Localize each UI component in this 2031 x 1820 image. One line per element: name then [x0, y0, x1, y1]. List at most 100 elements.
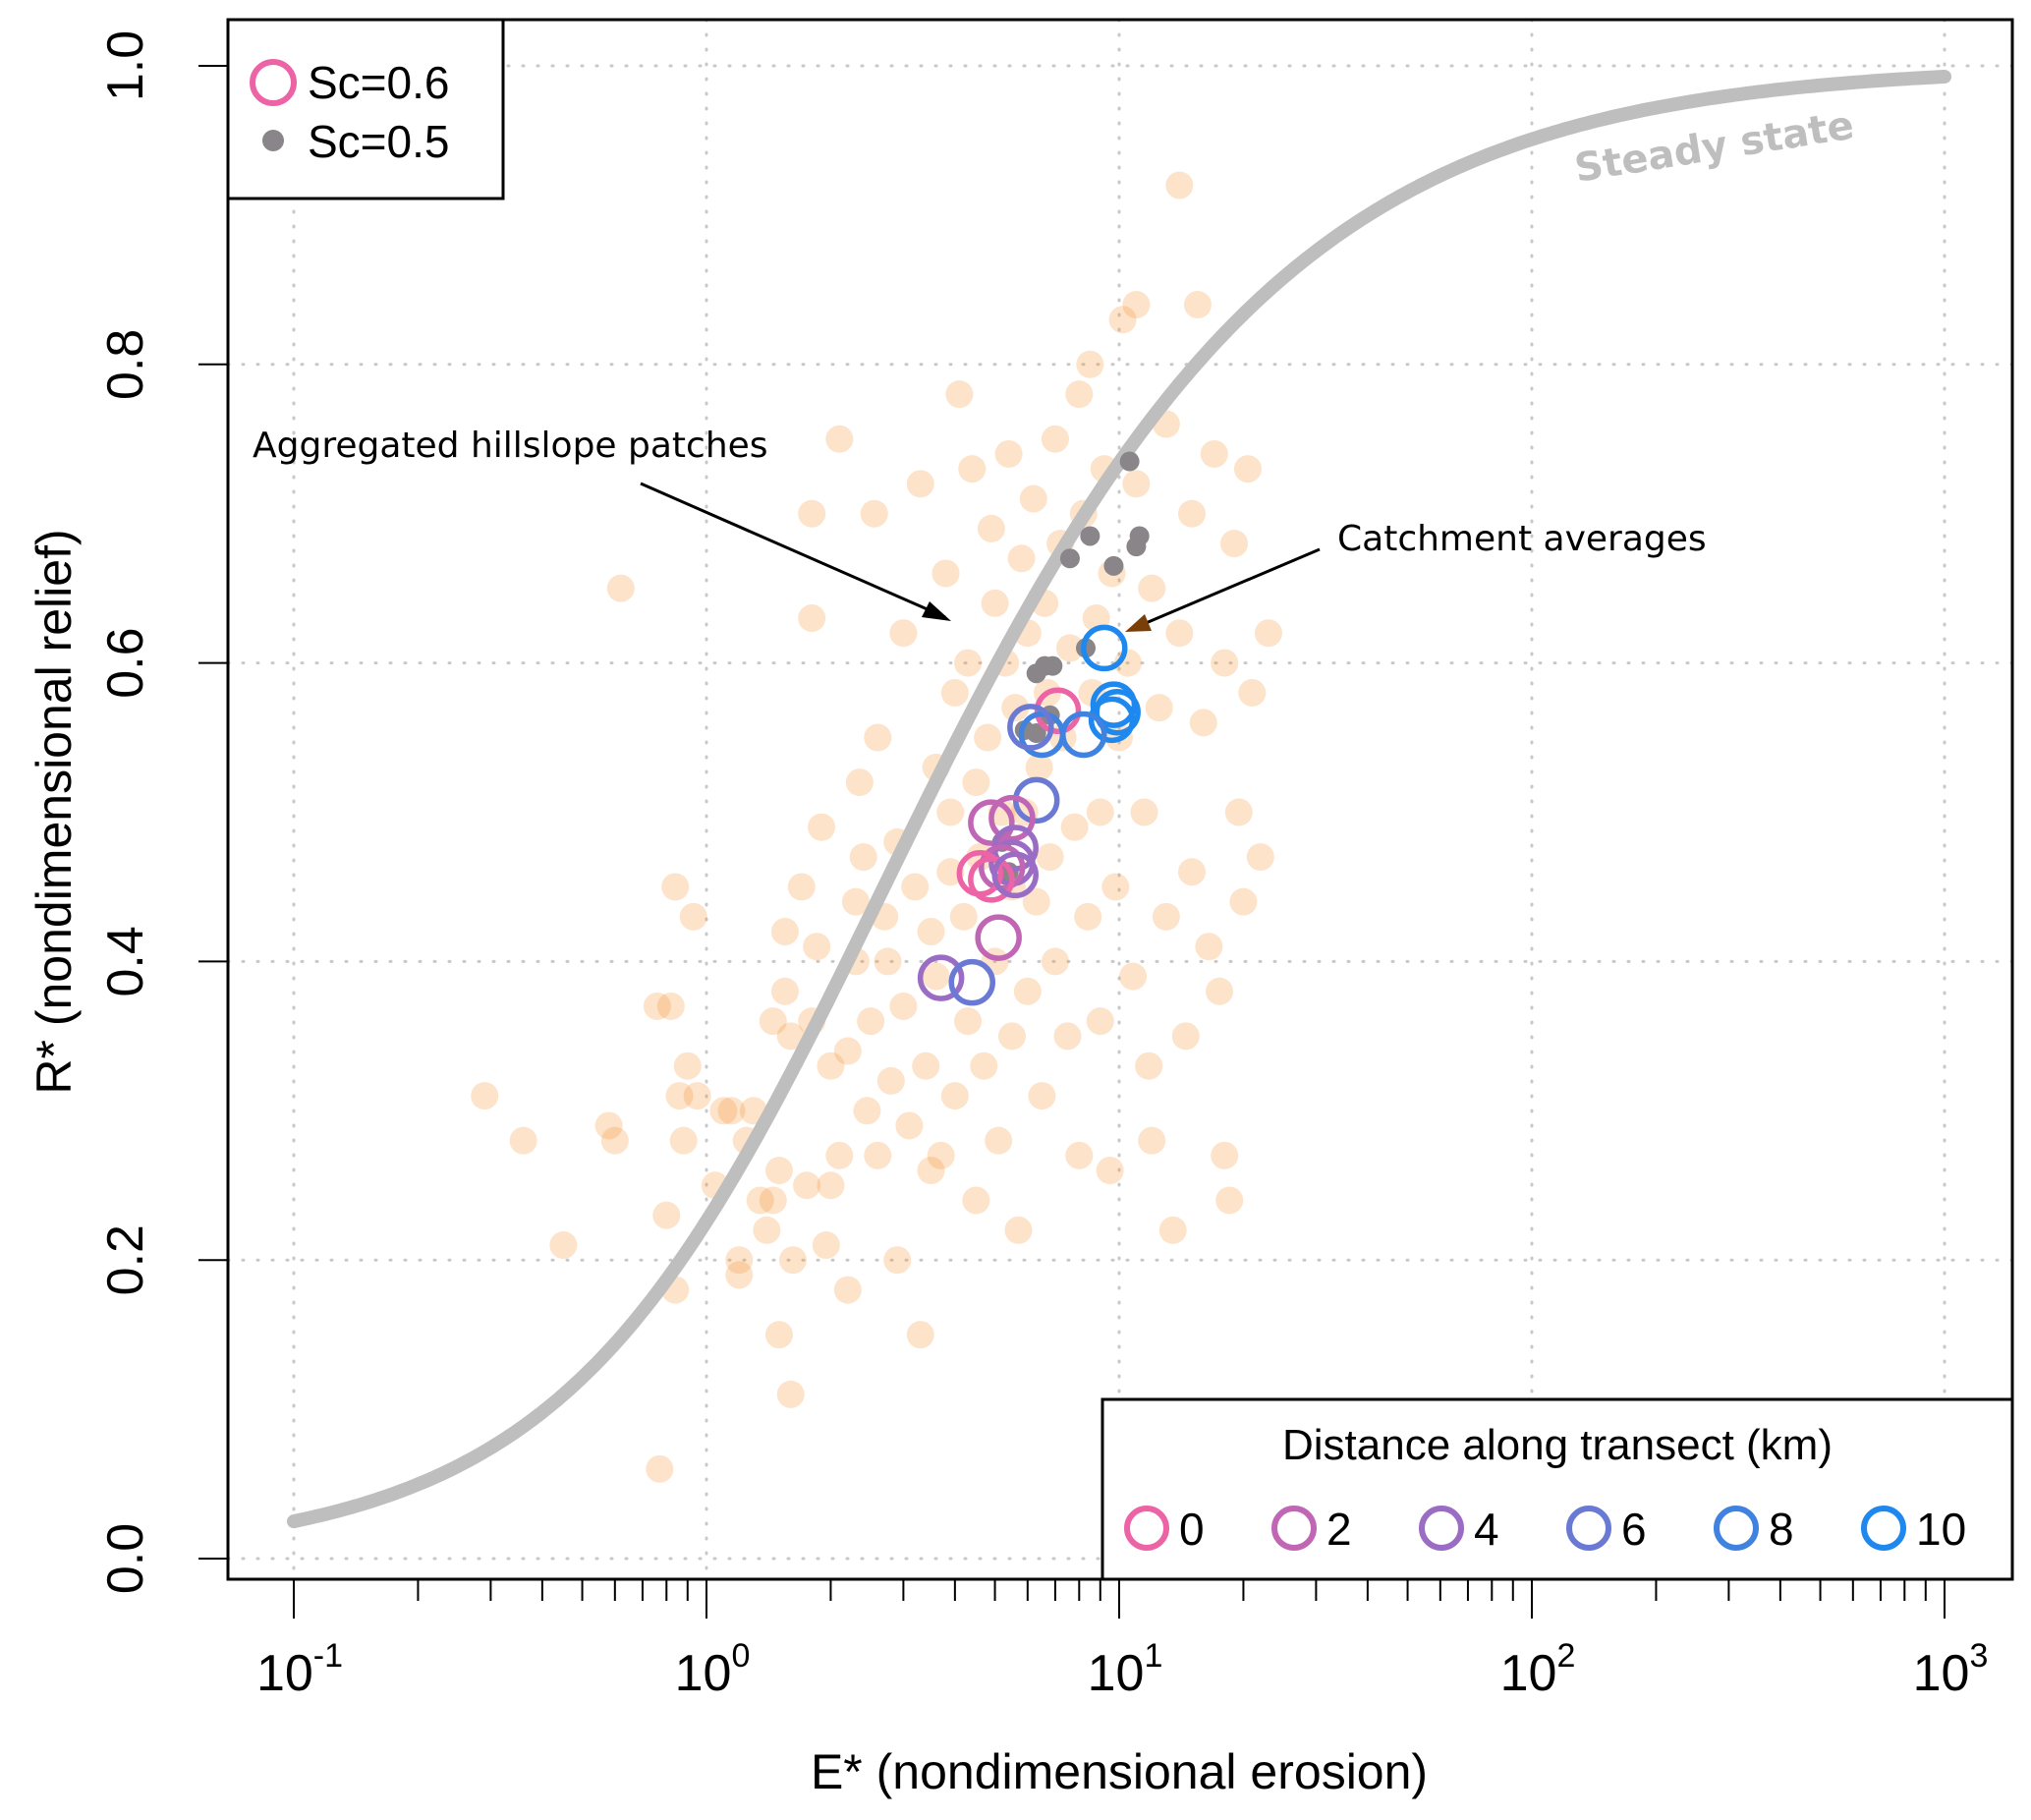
- hillslope-patch-point: [1211, 649, 1239, 677]
- hillslope-patch-point: [936, 798, 965, 826]
- annotation-arrow-hillslope: [640, 482, 946, 619]
- legend-sc05-marker: [262, 130, 284, 151]
- sc06-point: [968, 799, 1015, 846]
- hillslope-patch-point: [901, 873, 930, 901]
- hillslope-patch-point: [954, 649, 983, 677]
- hillslope-patch-point: [1233, 455, 1262, 483]
- hillslope-patch-point: [997, 1022, 1026, 1051]
- hillslope-patch-point: [876, 1066, 905, 1095]
- hillslope-patch-point: [889, 992, 918, 1020]
- hillslope-patch-point: [1022, 887, 1050, 916]
- sc05-point: [1035, 655, 1055, 676]
- x-tick-exponent: -1: [313, 1637, 343, 1675]
- legend-distance-marker: [1124, 1506, 1169, 1551]
- legend-sc06-marker: [250, 59, 297, 106]
- annotation-catchment-averages: Catchment averages: [1337, 519, 1707, 559]
- x-tick-base: 10: [675, 1645, 732, 1702]
- hillslope-patch-point: [759, 1186, 787, 1215]
- hillslope-patch-point: [1158, 1216, 1187, 1244]
- steady-state-curve-group: [287, 70, 1951, 1529]
- hillslope-patch-point: [646, 1454, 674, 1483]
- x-tick-label: 102: [1500, 1637, 1576, 1702]
- hillslope-patch-point: [1119, 962, 1148, 991]
- hillslope-patch-point: [1041, 425, 1069, 453]
- legend-distance-marker: [1714, 1506, 1759, 1551]
- legend-sc06-label: Sc=0.6: [308, 57, 450, 108]
- hillslope-patch-point: [936, 858, 965, 886]
- hillslope-patch-point: [1177, 499, 1206, 528]
- hillslope-patch-point: [661, 873, 690, 901]
- sc06-series: [917, 624, 1141, 1006]
- legend-distance-label: 10: [1916, 1504, 1966, 1555]
- hillslope-patch-point: [864, 1141, 892, 1169]
- hillslope-patch-point: [1013, 977, 1042, 1005]
- hillslope-patch-point: [1206, 977, 1234, 1005]
- hillslope-patch-point: [759, 1007, 787, 1036]
- hillslope-patch-point: [962, 1186, 990, 1215]
- hillslope-patch-point: [817, 1171, 845, 1200]
- hillslope-patch-point: [845, 768, 874, 797]
- hillslope-patch-point: [656, 992, 685, 1020]
- hillslope-patch-point: [1007, 544, 1036, 573]
- arrowhead-hillslope-icon: [922, 601, 951, 621]
- hillslope-patch-point: [1183, 291, 1212, 319]
- hillslope-patch-point: [922, 962, 950, 991]
- sc05-point: [1119, 451, 1140, 472]
- hillslope-patch-point: [709, 1097, 738, 1125]
- hillslope-patch-point: [889, 619, 918, 648]
- hillslope-patch-point: [970, 1052, 998, 1080]
- hillslope-patch-point: [1165, 171, 1194, 199]
- x-axis-label: E* (nondimensional erosion): [811, 1744, 1428, 1799]
- hillslope-patch-point: [1019, 484, 1047, 513]
- annotation-hillslope-patches: Aggregated hillslope patches: [253, 426, 768, 466]
- y-tick-label: 0.6: [97, 627, 154, 698]
- y-axis: 0.0 0.2 0.4 0.6 0.8 1.0: [97, 30, 228, 1594]
- hillslope-patch-point: [1200, 439, 1228, 468]
- hillslope-patch-point: [1076, 350, 1104, 378]
- hillslope-patch-point: [1004, 1216, 1033, 1244]
- hillslope-patch-point: [1211, 1141, 1239, 1169]
- legend-distance-label: 2: [1326, 1504, 1352, 1555]
- legend-distance: Distance along transect (km) 0 2 4 6 8 10: [1100, 1397, 2014, 1581]
- hillslope-patch-point: [509, 1126, 537, 1155]
- hillslope-patch-point: [1065, 380, 1094, 409]
- hillslope-patch-point: [931, 559, 960, 588]
- hillslope-patch-point: [673, 1052, 702, 1080]
- hillslope-patch-point: [860, 499, 888, 528]
- hillslope-patch-point: [912, 1052, 940, 1080]
- legend-distance-marker: [1861, 1506, 1906, 1551]
- hillslope-patch-point: [994, 439, 1023, 468]
- hillslope-patch-point: [669, 1126, 698, 1155]
- hillslope-patch-point: [1053, 1022, 1082, 1051]
- legend-distance-items: 0 2 4 6 8 10: [1124, 1504, 1966, 1555]
- hillslope-patch-point: [725, 1246, 754, 1275]
- hillslope-patch-point: [817, 1052, 845, 1080]
- hillslope-patch-point: [1138, 1126, 1166, 1155]
- hillslope-patch-point: [945, 380, 974, 409]
- hillslope-patch-point: [1215, 1186, 1244, 1215]
- hillslope-patch-point: [1152, 902, 1180, 931]
- x-tick-base: 10: [1088, 1645, 1145, 1702]
- hillslope-patch-point: [954, 1007, 983, 1036]
- sc05-point: [1103, 555, 1124, 576]
- arrowhead-catchment-icon: [1125, 614, 1152, 632]
- hillslope-patch-point: [798, 499, 826, 528]
- sc05-point: [1080, 526, 1100, 546]
- y-tick-label: 0.8: [97, 329, 154, 400]
- hillslope-patch-point: [962, 768, 990, 797]
- hillslope-patch-point: [798, 604, 826, 633]
- hillslope-patch-point: [906, 470, 934, 498]
- x-tick-base: 10: [1913, 1645, 1970, 1702]
- legend-distance-label: 4: [1474, 1504, 1499, 1555]
- hillslope-patch-point: [949, 902, 978, 931]
- hillslope-patch-point: [825, 425, 854, 453]
- hillslope-patch-point: [549, 1231, 578, 1260]
- hillslope-patch-point: [917, 1157, 945, 1185]
- hillslope-patch-point: [883, 1246, 912, 1275]
- hillslope-patch-point: [652, 1201, 681, 1229]
- hillslope-patch-point: [808, 813, 836, 841]
- y-tick-label: 0.2: [97, 1224, 154, 1295]
- hillslope-patch-point: [1096, 1157, 1124, 1185]
- hillslope-patch-point: [600, 1126, 629, 1155]
- sc06-point: [1034, 687, 1082, 734]
